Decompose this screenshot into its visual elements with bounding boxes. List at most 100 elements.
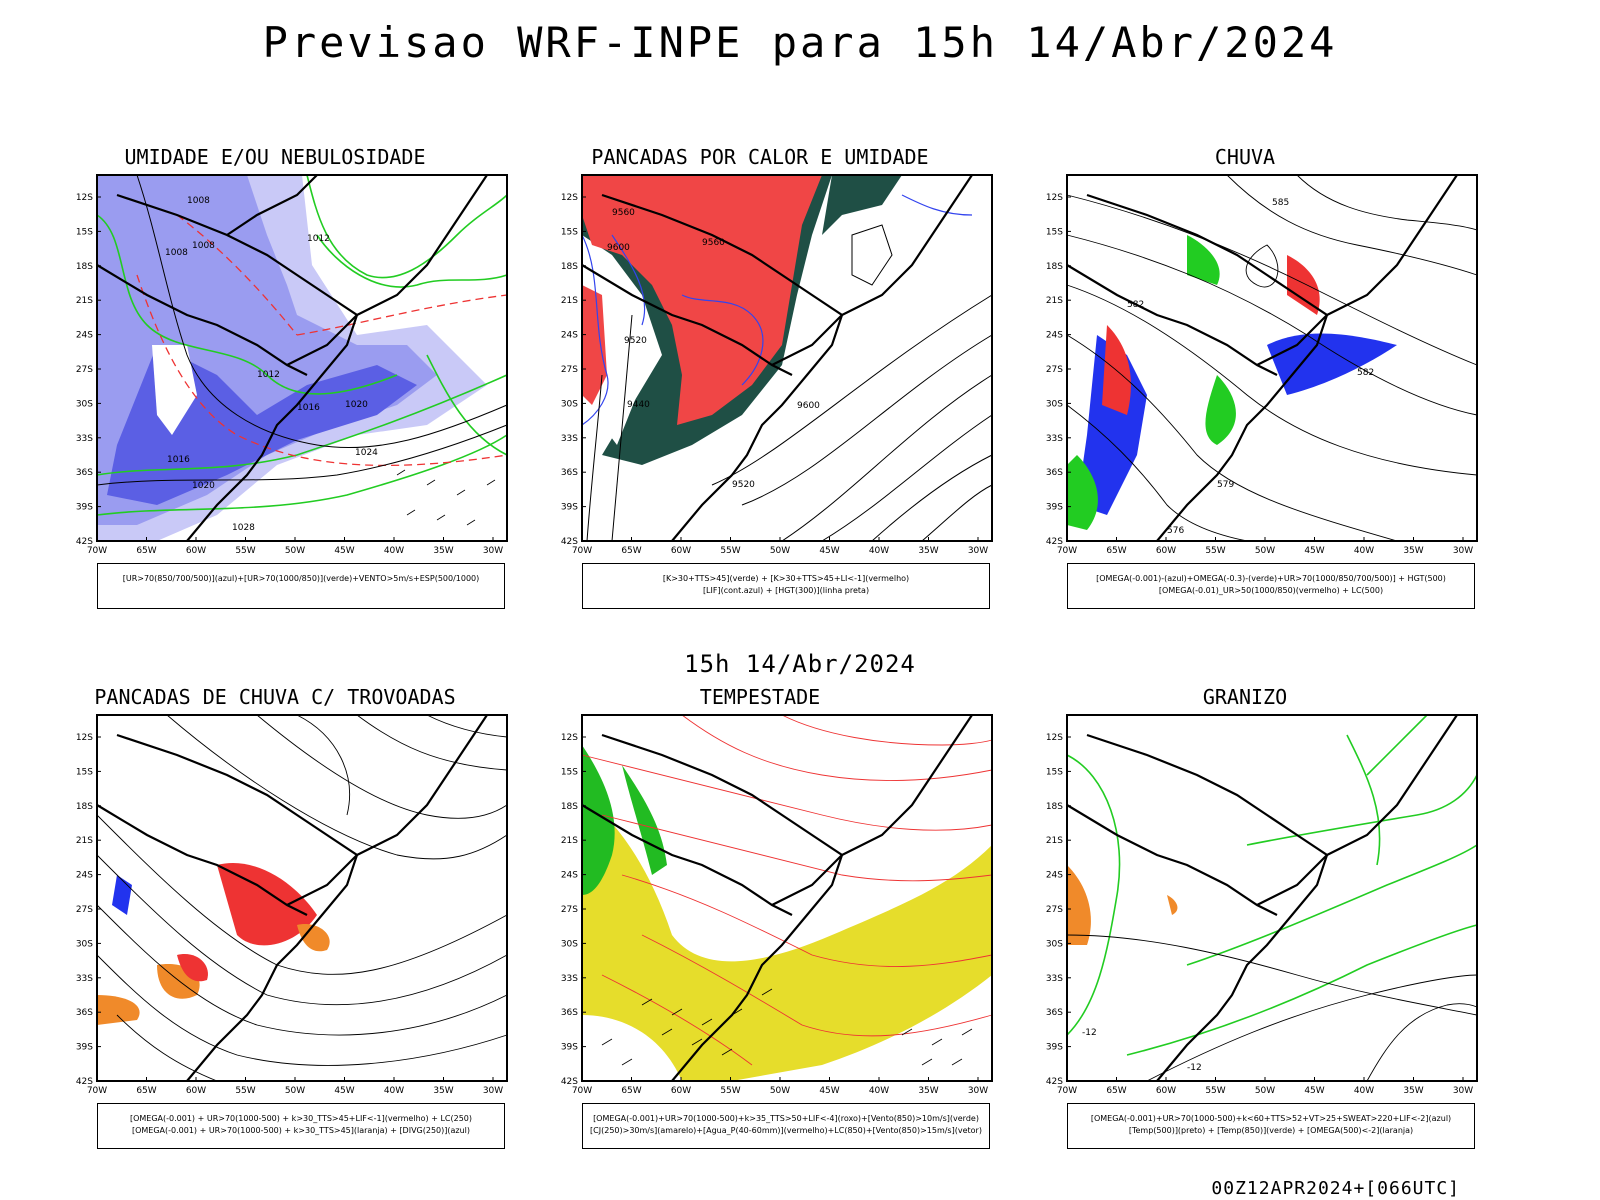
contour-label: 582 — [1127, 300, 1144, 310]
map-svg: 585 582 579 576 582 12S 15S 18S 21S 24S 27S 30… — [1046, 174, 1478, 556]
lat-label: 36S — [1046, 468, 1063, 478]
lat-label: 15S — [561, 767, 578, 777]
lat-label: 12S — [561, 193, 578, 203]
lon-label: 65W — [136, 1086, 156, 1096]
contour-label: 1016 — [297, 403, 320, 413]
lat-label: 18S — [76, 262, 93, 272]
legend-line: [K>30+TTS>45](verde) + [K>30+TTS>45+LI<-… — [662, 574, 910, 583]
lon-label: 60W — [671, 1086, 691, 1096]
lat-label: 30S — [76, 399, 93, 409]
lat-label: 27S — [76, 365, 93, 375]
panel-legend: [UR>70(850/700/500)](azul)+[UR>70(1000/8… — [97, 563, 505, 609]
lat-label: 18S — [561, 262, 578, 272]
lat-label: 21S — [561, 296, 578, 306]
legend-line: [CJ(250)>30m/s](amarelo)+[Agua_P(40-60mm… — [590, 1126, 982, 1135]
lon-label: 50W — [770, 546, 790, 556]
panel-title: PANCADAS DE CHUVA C/ TROVOADAS — [94, 685, 456, 709]
panel-legend: [OMEGA(-0.001)-(azul)+OMEGA(-0.3)-(verde… — [1067, 563, 1475, 609]
lon-label: 35W — [918, 546, 938, 556]
legend-line: [OMEGA(-0.001) + UR>70(1000-500) + k>30_… — [131, 1126, 471, 1135]
lon-label: 45W — [1304, 546, 1324, 556]
legend-line: [LIF](cont.azul) + [HGT(300)](linha pret… — [702, 586, 870, 595]
lon-label: 65W — [1106, 546, 1126, 556]
panel-title: GRANIZO — [1202, 685, 1288, 709]
lon-label: 50W — [770, 1086, 790, 1096]
contour-label: 1020 — [345, 400, 368, 410]
lon-label: 70W — [1057, 1086, 1077, 1096]
lat-label: 33S — [76, 434, 93, 444]
lat-label: 33S — [76, 974, 93, 984]
contour-label: 1020 — [192, 481, 215, 491]
lon-label: 65W — [136, 546, 156, 556]
lat-label: 24S — [561, 871, 578, 881]
panel-title: UMIDADE E/OU NEBULOSIDADE — [124, 145, 426, 169]
lat-label: 24S — [561, 331, 578, 341]
contour-label: 1024 — [355, 448, 378, 458]
lon-label: 30W — [483, 546, 503, 556]
contour-label: 9600 — [607, 243, 630, 253]
lon-label: 55W — [720, 1086, 740, 1096]
contour-label: 1008 — [165, 248, 188, 258]
map-granizo: -12 -12 12S 15S 18S 21S 24S 27S 30S 33S 36S 39S 42… — [1046, 714, 1478, 1096]
legend-line: [UR>70(850/700/500)](azul)+[UR>70(1000/8… — [122, 574, 480, 583]
panel-title: PANCADAS POR CALOR E UMIDADE — [591, 145, 929, 169]
lat-label: 36S — [1046, 1008, 1063, 1018]
legend-line: [OMEGA(-0.01)_UR>50(1000/850)(vermelho) … — [1158, 586, 1384, 595]
panel-legend: [OMEGA(-0.001)+UR>70(1000-500)+k>35_TTS>… — [582, 1103, 990, 1149]
lat-label: 15S — [76, 767, 93, 777]
legend-line: [Temp(500)](preto) + [Temp(850)](verde) … — [1128, 1126, 1414, 1135]
lon-label: 35W — [918, 1086, 938, 1096]
lat-label: 39S — [76, 1043, 93, 1053]
lon-label: 65W — [1106, 1086, 1126, 1096]
contour-label: 1008 — [192, 241, 215, 251]
lon-label: 45W — [1304, 1086, 1324, 1096]
lon-label: 45W — [819, 1086, 839, 1096]
lon-label: 45W — [334, 1086, 354, 1096]
lat-label: 21S — [76, 296, 93, 306]
lon-label: 60W — [1156, 546, 1176, 556]
contour-label: 1012 — [257, 370, 280, 380]
lat-label: 42S — [561, 1077, 578, 1087]
lat-label: 24S — [1046, 331, 1063, 341]
lon-label: 60W — [671, 546, 691, 556]
lon-label: 55W — [720, 546, 740, 556]
lat-label: 36S — [76, 1008, 93, 1018]
map-svg: 9560 9560 9600 9520 9440 9520 9600 12S 15… — [561, 174, 993, 556]
lon-label: 65W — [621, 1086, 641, 1096]
lon-label: 30W — [1453, 1086, 1473, 1096]
lon-label: 35W — [1403, 1086, 1423, 1096]
lat-label: 39S — [561, 1043, 578, 1053]
lat-label: 42S — [1046, 537, 1063, 547]
lat-label: 39S — [76, 503, 93, 513]
map-tempestade: 12S 15S 18S 21S 24S 27S 30S 33S 36S 39S 42S 70W 65W 6… — [561, 714, 993, 1096]
contour-label: 576 — [1167, 526, 1184, 536]
panel-tempestade: TEMPESTADE — [525, 685, 995, 1155]
contour-label: 582 — [1357, 368, 1374, 378]
valid-time-label: 15h 14/Abr/2024 — [684, 650, 916, 678]
legend-line: [OMEGA(-0.001)-(azul)+OMEGA(-0.3)-(verde… — [1096, 574, 1446, 583]
lat-label: 30S — [76, 939, 93, 949]
lat-label: 30S — [561, 939, 578, 949]
lon-label: 40W — [384, 546, 404, 556]
panel-legend: [OMEGA(-0.001)+UR>70(1000-500)+k<60+TTS>… — [1067, 1103, 1475, 1149]
contour-label: 1008 — [187, 196, 210, 206]
map-chuva: 585 582 579 576 582 12S 15S 18S 21S 24S 27S 30… — [1046, 174, 1478, 556]
panel-chuva: CHUVA — [1010, 145, 1480, 615]
lat-label: 24S — [76, 331, 93, 341]
lon-label: 35W — [433, 546, 453, 556]
lat-label: 36S — [561, 1008, 578, 1018]
lat-label: 42S — [561, 537, 578, 547]
lon-label: 55W — [1205, 1086, 1225, 1096]
contour-label: 9440 — [627, 400, 650, 410]
contour-label: 579 — [1217, 480, 1234, 490]
lon-label: 55W — [235, 546, 255, 556]
lat-label: 30S — [1046, 399, 1063, 409]
panel-pancadas-calor: PANCADAS POR CALOR E UMIDADE — [525, 145, 995, 615]
lat-label: 27S — [561, 905, 578, 915]
lat-label: 15S — [1046, 767, 1063, 777]
lon-label: 50W — [285, 546, 305, 556]
lat-label: 27S — [1046, 365, 1063, 375]
lon-label: 35W — [1403, 546, 1423, 556]
contour-label: 585 — [1272, 198, 1289, 208]
contour-label: 9560 — [702, 238, 725, 248]
